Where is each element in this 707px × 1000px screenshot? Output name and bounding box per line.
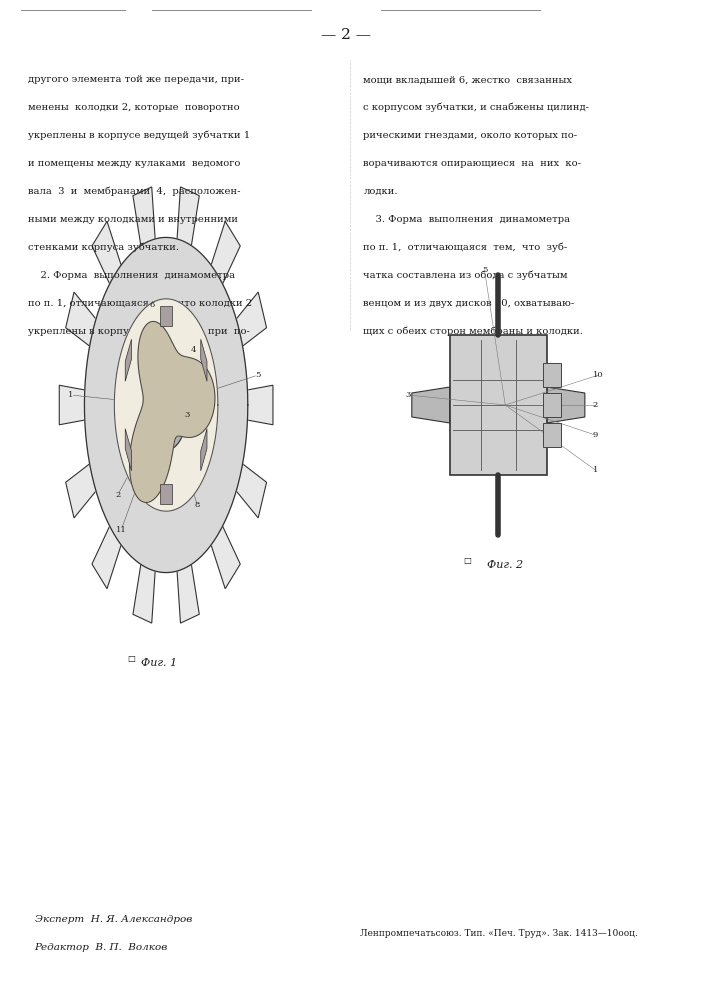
- Polygon shape: [160, 306, 173, 326]
- FancyBboxPatch shape: [543, 363, 561, 387]
- Polygon shape: [211, 526, 240, 589]
- Polygon shape: [247, 385, 273, 425]
- Polygon shape: [160, 484, 173, 504]
- Text: 3. Форма  выполнения  динамометра: 3. Форма выполнения динамометра: [363, 215, 571, 224]
- Text: мощи вкладышей 6, жестко  связанных: мощи вкладышей 6, жестко связанных: [363, 75, 573, 84]
- Polygon shape: [125, 339, 132, 381]
- Text: Редактор  В. П.  Волков: Редактор В. П. Волков: [35, 943, 168, 952]
- Text: 1: 1: [592, 466, 598, 474]
- FancyBboxPatch shape: [450, 335, 547, 475]
- Text: с корпусом зубчатки, и снабжены цилинд-: с корпусом зубчатки, и снабжены цилинд-: [363, 103, 590, 112]
- Polygon shape: [133, 564, 155, 623]
- Text: 2. Форма  выполнения  динамометра: 2. Форма выполнения динамометра: [28, 271, 235, 280]
- Text: 5: 5: [255, 371, 261, 379]
- Text: 5: 5: [481, 266, 487, 274]
- Text: вала  3  и  мембранами  4,  расположен-: вала 3 и мембранами 4, расположен-: [28, 187, 240, 196]
- Polygon shape: [92, 221, 121, 284]
- Text: укреплены в корпусе зубчатки 1  при  по-: укреплены в корпусе зубчатки 1 при по-: [28, 327, 250, 336]
- Polygon shape: [201, 339, 207, 381]
- Text: 4: 4: [191, 346, 197, 354]
- Text: 2: 2: [592, 401, 598, 409]
- Polygon shape: [115, 299, 218, 511]
- Text: чатка составлена из обода с зубчатым: чатка составлена из обода с зубчатым: [363, 271, 568, 280]
- Text: Ленпромпечатьсоюз. Тип. «Печ. Труд». Зак. 1413—10ооц.: Ленпромпечатьсоюз. Тип. «Печ. Труд». Зак…: [360, 929, 638, 938]
- FancyBboxPatch shape: [543, 393, 561, 417]
- Text: менены  колодки 2, которые  поворотно: менены колодки 2, которые поворотно: [28, 103, 239, 112]
- Polygon shape: [144, 360, 188, 450]
- Text: 3: 3: [406, 391, 411, 399]
- Text: рическими гнездами, около которых по-: рическими гнездами, около которых по-: [363, 131, 578, 140]
- Text: 1: 1: [68, 391, 74, 399]
- Polygon shape: [177, 187, 199, 246]
- Text: укреплены в корпусе ведущей зубчатки 1: укреплены в корпусе ведущей зубчатки 1: [28, 131, 250, 140]
- Polygon shape: [129, 321, 215, 502]
- Polygon shape: [84, 237, 247, 573]
- Polygon shape: [177, 564, 199, 623]
- Text: ными между колодками и внутренними: ными между колодками и внутренними: [28, 215, 238, 224]
- Text: по п. 1, отличающаяся тем, что колодки 2: по п. 1, отличающаяся тем, что колодки 2: [28, 299, 252, 308]
- Text: и помещены между кулаками  ведомого: и помещены между кулаками ведомого: [28, 159, 240, 168]
- Polygon shape: [66, 292, 96, 346]
- Text: щих с обеих сторон мембраны и колодки.: щих с обеих сторон мембраны и колодки.: [363, 327, 583, 336]
- Text: венцом и из двух дисков 10, охватываю-: венцом и из двух дисков 10, охватываю-: [363, 299, 575, 308]
- Text: по п. 1,  отличающаяся  тем,  что  зуб-: по п. 1, отличающаяся тем, что зуб-: [363, 243, 568, 252]
- Text: Эксперт  Н. Я. Александров: Эксперт Н. Я. Александров: [35, 915, 192, 924]
- Polygon shape: [66, 464, 96, 518]
- Polygon shape: [125, 429, 132, 471]
- Polygon shape: [211, 221, 240, 284]
- Text: 8: 8: [194, 501, 200, 509]
- Text: 6: 6: [150, 301, 155, 309]
- Polygon shape: [133, 187, 155, 246]
- Polygon shape: [236, 292, 267, 346]
- Text: Фиг. 2: Фиг. 2: [487, 560, 523, 570]
- Text: □: □: [463, 557, 471, 565]
- Text: Фиг. 1: Фиг. 1: [141, 658, 177, 668]
- Text: 11: 11: [116, 526, 127, 534]
- Text: стенками корпуса зубчатки.: стенками корпуса зубчатки.: [28, 243, 179, 252]
- Polygon shape: [92, 526, 121, 589]
- Text: 2: 2: [115, 491, 120, 499]
- Polygon shape: [59, 385, 85, 425]
- Polygon shape: [411, 387, 450, 423]
- Text: ворачиваются опирающиеся  на  них  ко-: ворачиваются опирающиеся на них ко-: [363, 159, 581, 168]
- Text: лодки.: лодки.: [363, 187, 398, 196]
- Text: □: □: [127, 655, 136, 663]
- Polygon shape: [236, 464, 267, 518]
- Text: 10: 10: [593, 371, 604, 379]
- Text: 9: 9: [592, 431, 598, 439]
- Polygon shape: [201, 429, 207, 471]
- FancyBboxPatch shape: [543, 423, 561, 447]
- Text: — 2 —: — 2 —: [321, 28, 371, 42]
- Polygon shape: [547, 387, 585, 423]
- Text: другого элемента той же передачи, при-: другого элемента той же передачи, при-: [28, 75, 244, 84]
- Text: 3: 3: [185, 411, 189, 419]
